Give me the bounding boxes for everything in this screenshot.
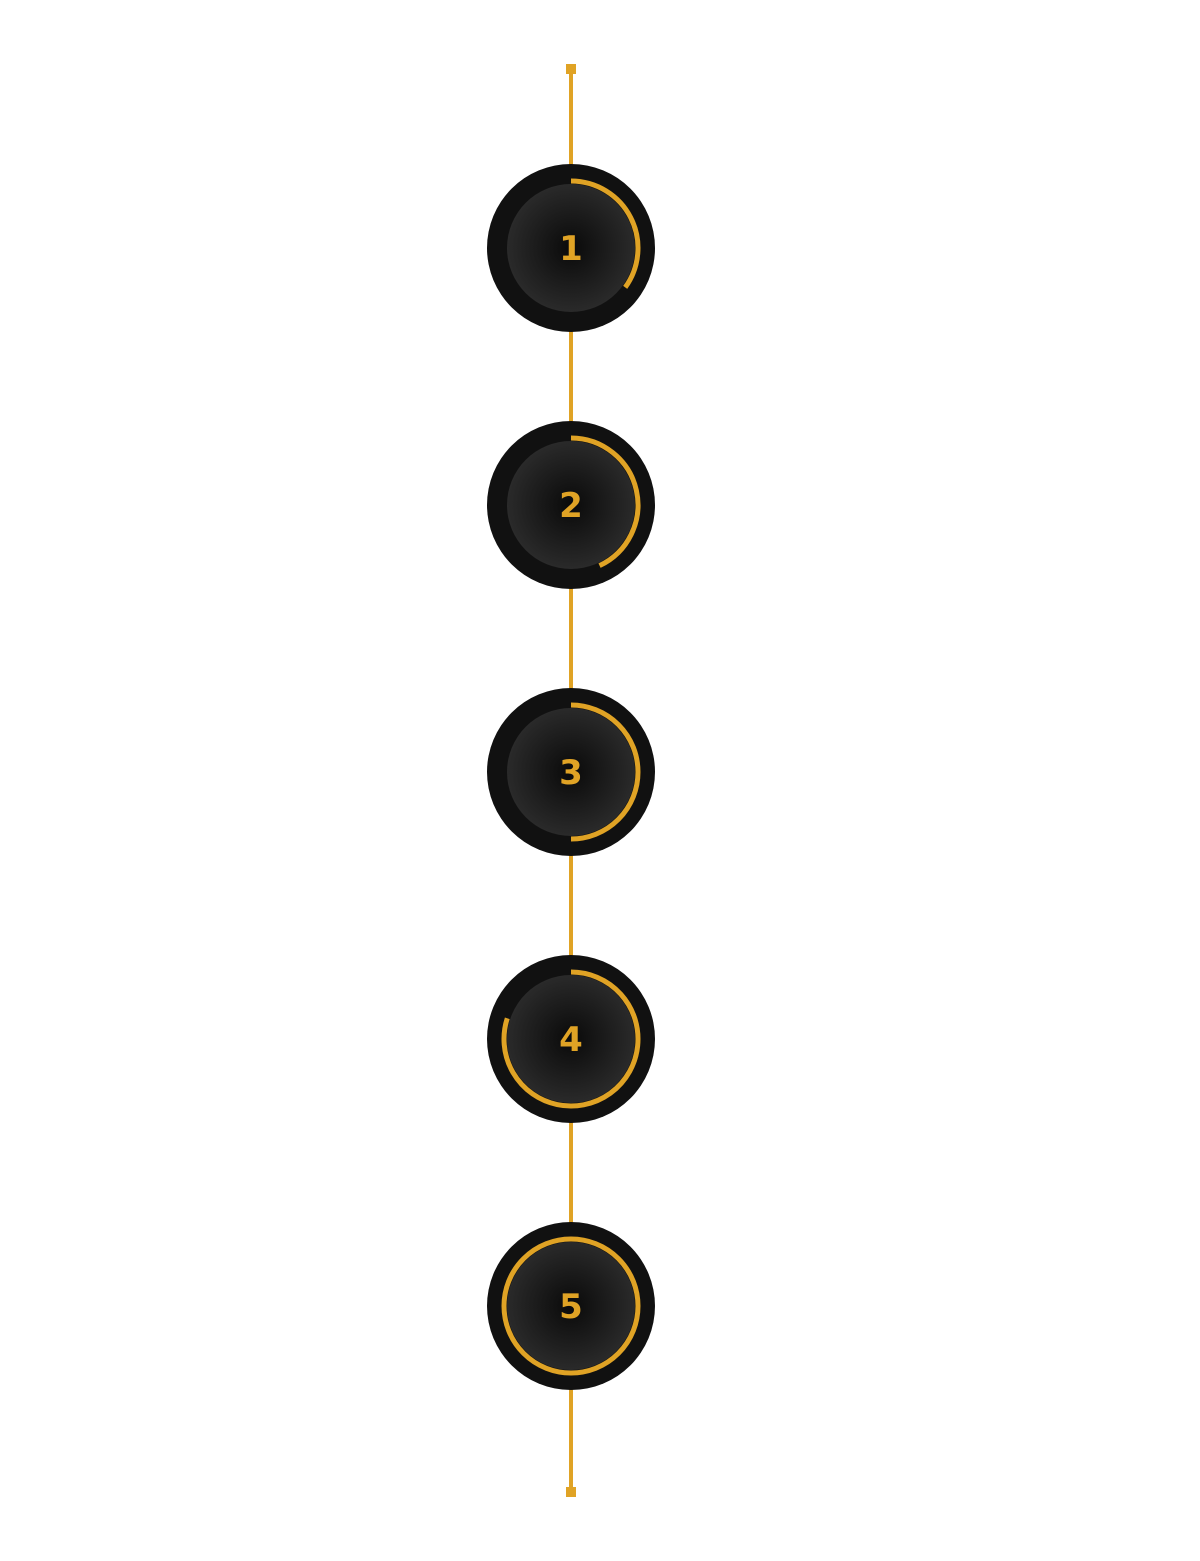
step-node-3: 3 (487, 688, 655, 856)
step-progress-arc (501, 1236, 641, 1376)
step-progress-arc (570, 702, 641, 842)
timeline-top-cap (566, 64, 576, 74)
timeline-bottom-cap (566, 1487, 576, 1497)
step-number-label: 4 (559, 1020, 583, 1060)
step-node-1: 1 (487, 164, 655, 332)
step-node-2: 2 (487, 421, 655, 589)
step-number-label: 5 (559, 1287, 583, 1327)
step-number-label: 2 (559, 486, 583, 526)
step-number-label: 1 (559, 229, 583, 269)
step-inner-disc (507, 1242, 635, 1370)
step-number-label: 3 (559, 753, 583, 793)
step-inner-disc (507, 184, 635, 312)
step-inner-disc (507, 708, 635, 836)
step-node-5: 5 (487, 1222, 655, 1390)
step-progress-arc (501, 969, 641, 1109)
step-inner-disc (507, 441, 635, 569)
step-inner-disc (507, 975, 635, 1103)
step-progress-arc (570, 178, 641, 289)
step-progress-arc (570, 435, 641, 568)
step-node-4: 4 (487, 955, 655, 1123)
